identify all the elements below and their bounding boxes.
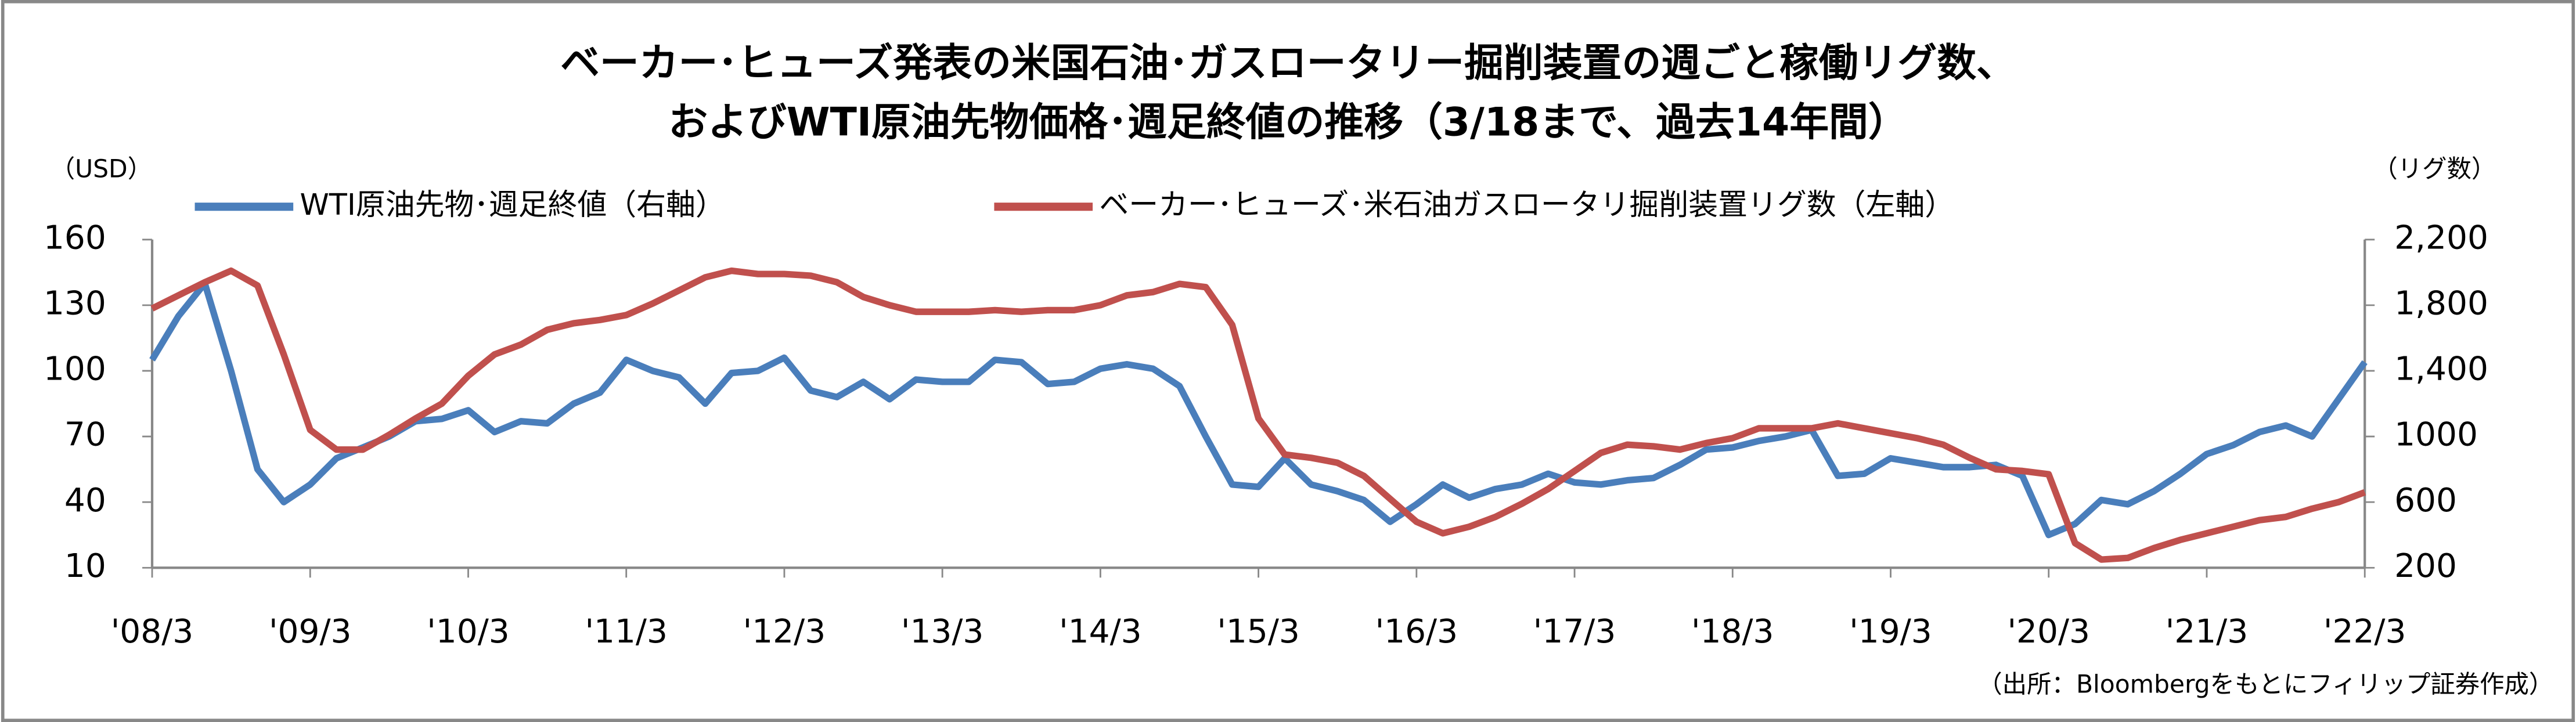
chart-title: ベーカー･ヒューズ発表の米国石油･ガスロータリー掘削装置の週ごと稼働リグ数、 bbox=[560, 41, 2016, 86]
x-tick-label: '15/3 bbox=[1217, 613, 1299, 651]
line-series bbox=[150, 267, 2366, 563]
legend-label: ベーカー･ヒューズ･米石油ガスロータリ掘削装置リグ数（左軸） bbox=[1099, 188, 1954, 222]
y2-tick-label: 2,200 bbox=[2394, 219, 2488, 257]
y2-tick-label: 1000 bbox=[2394, 416, 2478, 454]
source-note: （出所：Bloombergをもとにフィリップ証券作成） bbox=[1977, 670, 2553, 698]
y2-tick-label: 600 bbox=[2394, 482, 2457, 519]
chart-title: およびWTI原油先物価格･週足終値の推移（3/18まで、過去14年間） bbox=[668, 99, 1907, 145]
x-tick-label: '19/3 bbox=[1849, 613, 1932, 651]
y2-tick-label: 1,800 bbox=[2394, 284, 2488, 322]
y2-tick-label: 200 bbox=[2394, 547, 2457, 585]
y-tick-label: 160 bbox=[44, 219, 106, 257]
x-tick-label: '10/3 bbox=[427, 613, 509, 651]
x-tick-label: '18/3 bbox=[1691, 613, 1774, 651]
line-series bbox=[149, 280, 2368, 539]
x-tick-label: '11/3 bbox=[585, 613, 667, 651]
x-tick-label: '08/3 bbox=[111, 613, 194, 651]
y-tick-label: 10 bbox=[64, 547, 106, 585]
y-axis-label: （USD） bbox=[51, 155, 152, 183]
y-tick-label: 130 bbox=[44, 284, 106, 322]
x-tick-label: '12/3 bbox=[743, 613, 826, 651]
y-tick-label: 100 bbox=[44, 351, 106, 388]
x-tick-label: '17/3 bbox=[1533, 613, 1616, 651]
y2-axis-label: （リグ数） bbox=[2373, 155, 2496, 183]
x-tick-label: '14/3 bbox=[1059, 613, 1142, 651]
y-tick-label: 40 bbox=[64, 482, 106, 519]
x-tick-label: '16/3 bbox=[1375, 613, 1458, 651]
y2-tick-label: 1,400 bbox=[2394, 351, 2488, 388]
x-tick-label: '09/3 bbox=[269, 613, 352, 651]
x-tick-label: '13/3 bbox=[901, 613, 984, 651]
x-tick-label: '20/3 bbox=[2007, 613, 2090, 651]
y-tick-label: 70 bbox=[64, 416, 106, 454]
legend-label: WTI原油先物･週足終値（右軸） bbox=[300, 188, 725, 222]
x-tick-label: '21/3 bbox=[2166, 613, 2249, 651]
x-tick-label: '22/3 bbox=[2323, 613, 2406, 651]
